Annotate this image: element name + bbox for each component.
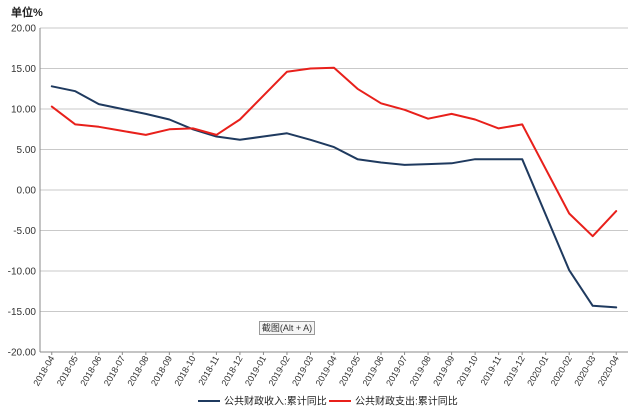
x-tick-label: 2018-11: [196, 354, 221, 387]
x-tick-label: 2018-12: [219, 354, 244, 388]
x-tick-label: 2020-04: [596, 354, 621, 388]
x-tick-label: 2018-09: [149, 354, 174, 388]
y-tick-label: 5.00: [17, 145, 37, 156]
x-tick-label: 2020-01: [525, 354, 550, 388]
gridlines: [40, 27, 628, 353]
x-tick-label: 2019-10: [455, 354, 480, 388]
x-tick-label: 2019-05: [337, 354, 362, 388]
x-tick-label: 2019-06: [361, 354, 386, 388]
x-tick-label: 2018-10: [172, 354, 197, 388]
y-tick-label: -10.00: [8, 267, 37, 278]
series-lines: [50, 66, 618, 309]
x-tick-label: 2020-02: [549, 354, 574, 388]
x-tick-label: 2018-05: [55, 354, 80, 388]
y-tick-label: 20.00: [11, 24, 36, 35]
y-tick-label: -20.00: [8, 348, 37, 359]
x-tick-label: 2019-02: [267, 354, 292, 388]
series-line: [50, 85, 618, 309]
x-tick-label: 2019-08: [408, 354, 433, 388]
y-tick-label: 0.00: [17, 186, 37, 197]
x-tick-label: 2018-04: [31, 354, 56, 388]
y-axis-label: 单位%: [11, 5, 43, 19]
legend-label: 公共财政支出:累计同比: [355, 395, 458, 408]
x-tick-label: 2019-12: [502, 354, 527, 388]
screenshot-tooltip: 截图(Alt + A): [259, 321, 315, 335]
y-tick-label: 10.00: [11, 105, 36, 116]
x-tick-label: 2020-03: [572, 354, 597, 388]
y-tick-label: -15.00: [8, 307, 37, 318]
x-tick-label: 2018-07: [102, 354, 127, 388]
x-tick-label: 2019-04: [314, 354, 339, 388]
x-tick-label: 2019-03: [290, 354, 315, 388]
y-tick-labels: 20.00 15.00 10.00 5.00 0.00 -5.00 -10.00 -15.00…: [8, 24, 37, 359]
x-tick-label: 2019-01: [243, 354, 268, 388]
axes: [39, 28, 628, 355]
y-tick-label: -5.00: [13, 226, 36, 237]
legend-label: 公共财政收入:累计同比: [224, 395, 327, 408]
series-line: [50, 66, 618, 238]
x-tick-label: 2019-07: [384, 354, 409, 388]
x-tick-label: 2019-09: [431, 354, 456, 388]
x-tick-label: 2019-11: [479, 354, 504, 387]
y-tick-label: 15.00: [11, 64, 36, 75]
legend: 公共财政收入:累计同比 公共财政支出:累计同比: [198, 395, 458, 408]
x-tick-label: 2018-08: [125, 354, 150, 388]
x-tick-label: 2018-06: [78, 354, 103, 388]
x-tick-labels: 2018-042018-052018-062018-072018-082018-…: [31, 354, 621, 388]
